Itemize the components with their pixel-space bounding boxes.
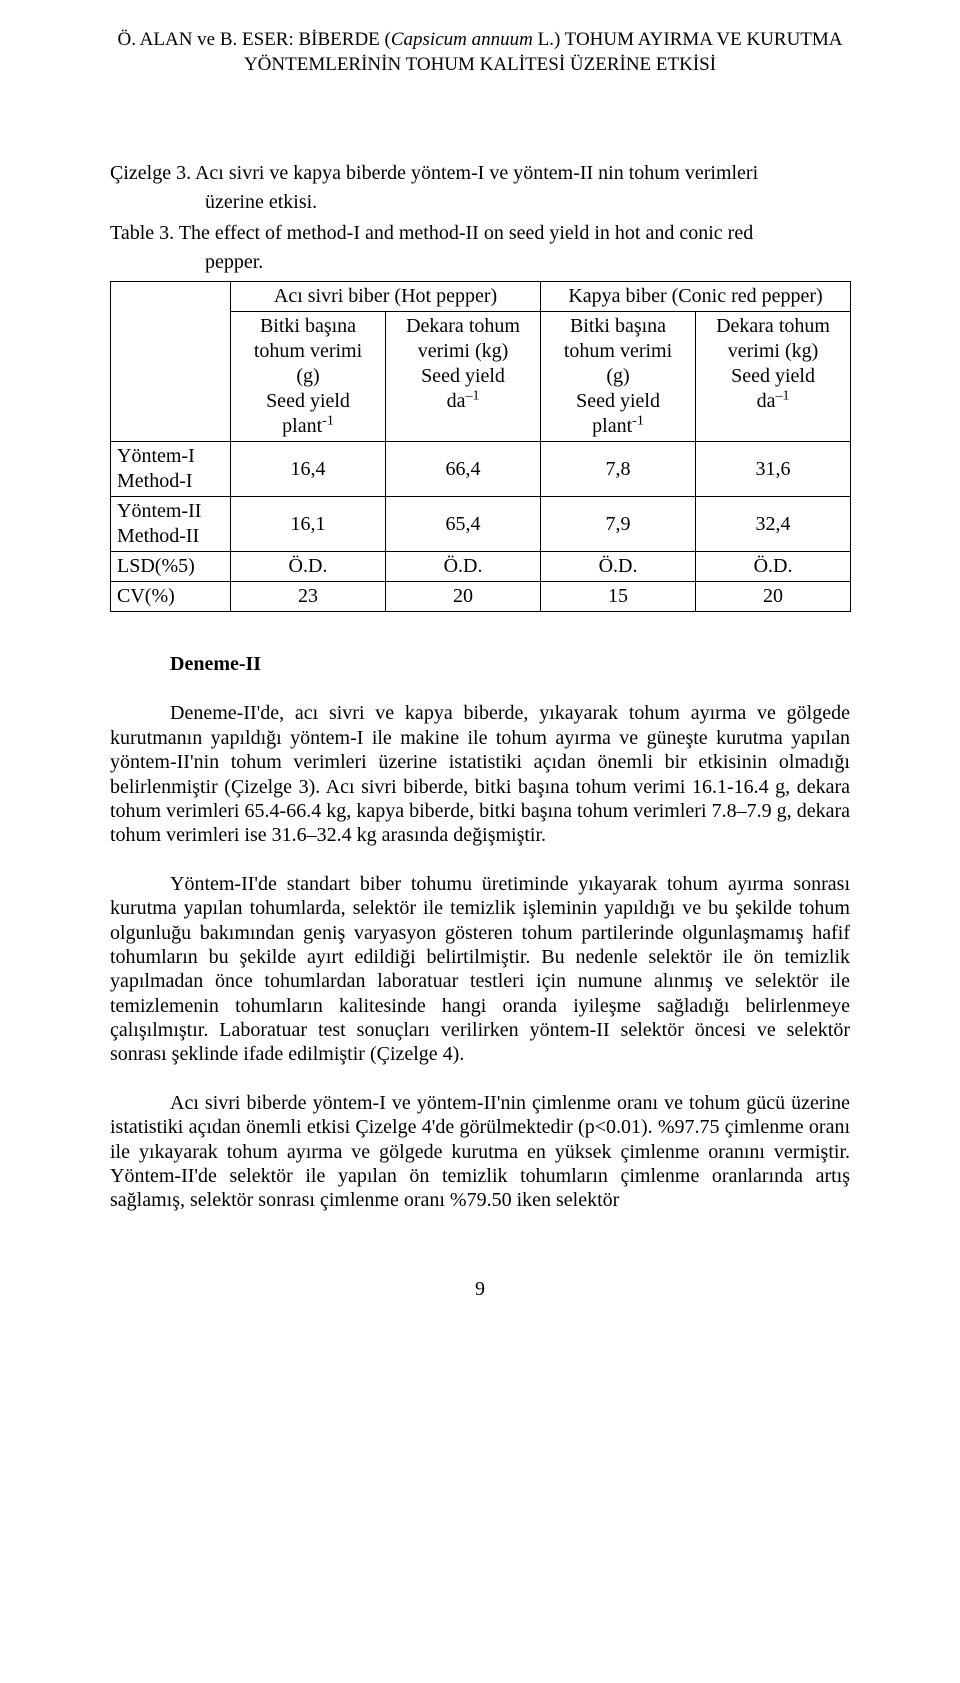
table3-col-hot-per-da: Dekara tohumverimi (kg)Seed yieldda–1 — [386, 312, 541, 442]
table3-group-hot: Acı sivri biber (Hot pepper) — [231, 282, 541, 312]
table3-lsd-c4: Ö.D. — [696, 552, 851, 582]
table3-lsd-c2: Ö.D. — [386, 552, 541, 582]
table3-m2-c4: 32,4 — [696, 497, 851, 552]
table3-rowlabel-lsd: LSD(%5) — [111, 552, 231, 582]
table3-col-hot-per-plant: Bitki başınatohum verimi(g)Seed yieldpla… — [231, 312, 386, 442]
table3-caption-en: Table 3. The effect of method-I and meth… — [110, 221, 850, 246]
table3-cv-c4: 20 — [696, 582, 851, 612]
table-row: Yöntem-IMethod-I 16,4 66,4 7,8 31,6 — [111, 442, 851, 497]
paragraph-3: Acı sivri biberde yöntem-I ve yöntem-II'… — [110, 1091, 850, 1213]
running-header-line2: YÖNTEMLERİNİN TOHUM KALİTESİ ÜZERİNE ETK… — [110, 53, 850, 78]
table3-group-header-row: Acı sivri biber (Hot pepper) Kapya biber… — [111, 282, 851, 312]
table3-m2-c3: 7,9 — [541, 497, 696, 552]
paragraph-2-text: Yöntem-II'de standart biber tohumu üreti… — [110, 873, 850, 1066]
table3-caption-tr-cont: üzerine etkisi. — [205, 190, 850, 215]
section-title-deneme2: Deneme-II — [170, 652, 850, 677]
paragraph-1-text: Deneme-II'de, acı sivri ve kapya biberde… — [110, 702, 850, 846]
table3-col-conic-per-da: Dekara tohumverimi (kg)Seed yieldda–1 — [696, 312, 851, 442]
table3-group-conic: Kapya biber (Conic red pepper) — [541, 282, 851, 312]
table3-m2-c1: 16,1 — [231, 497, 386, 552]
table3-m1-c1: 16,4 — [231, 442, 386, 497]
table3-caption-block: Çizelge 3. Acı sivri ve kapya biberde yö… — [110, 161, 850, 275]
table3-m1-c3: 7,8 — [541, 442, 696, 497]
running-header: Ö. ALAN ve B. ESER: BİBERDE (Capsicum an… — [110, 28, 850, 77]
table3: Acı sivri biber (Hot pepper) Kapya biber… — [110, 281, 851, 612]
table3-rowlabel-cv: CV(%) — [111, 582, 231, 612]
table3-m2-c2: 65,4 — [386, 497, 541, 552]
table3-cv-c1: 23 — [231, 582, 386, 612]
table3-col-conic-per-plant: Bitki başınatohum verimi(g)Seed yieldpla… — [541, 312, 696, 442]
table3-m1-c4: 31,6 — [696, 442, 851, 497]
running-header-line1: Ö. ALAN ve B. ESER: BİBERDE (Capsicum an… — [110, 28, 850, 53]
table3-rowlabel-m1: Yöntem-IMethod-I — [111, 442, 231, 497]
table3-lsd-c3: Ö.D. — [541, 552, 696, 582]
table3-caption-tr: Çizelge 3. Acı sivri ve kapya biberde yö… — [110, 161, 850, 186]
paragraph-1: Deneme-II'de, acı sivri ve kapya biberde… — [110, 701, 850, 847]
table3-m1-c2: 66,4 — [386, 442, 541, 497]
table3-caption-en-cont: pepper. — [205, 250, 850, 275]
page-number: 9 — [110, 1277, 850, 1302]
table-row: LSD(%5) Ö.D. Ö.D. Ö.D. Ö.D. — [111, 552, 851, 582]
table-row: CV(%) 23 20 15 20 — [111, 582, 851, 612]
table3-lsd-c1: Ö.D. — [231, 552, 386, 582]
table3-cv-c3: 15 — [541, 582, 696, 612]
table3-rowlabel-m2: Yöntem-IIMethod-II — [111, 497, 231, 552]
paragraph-3-text: Acı sivri biberde yöntem-I ve yöntem-II'… — [110, 1092, 850, 1212]
paragraph-2: Yöntem-II'de standart biber tohumu üreti… — [110, 872, 850, 1067]
table3-corner-cell — [111, 282, 231, 442]
table3-cv-c2: 20 — [386, 582, 541, 612]
table-row: Yöntem-IIMethod-II 16,1 65,4 7,9 32,4 — [111, 497, 851, 552]
